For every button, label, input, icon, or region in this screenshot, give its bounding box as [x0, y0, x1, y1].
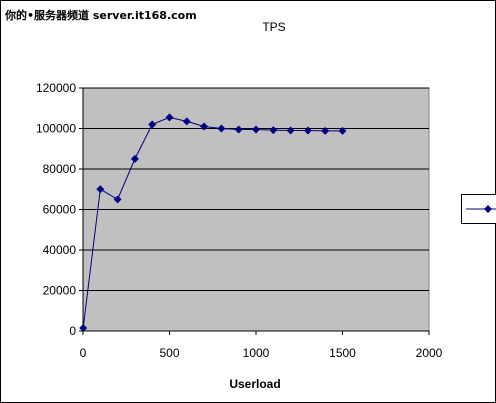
series-line [82, 116, 343, 329]
y-tick-label: 0 [69, 324, 76, 338]
x-tick-label: 2000 [416, 346, 443, 360]
chart-title: TPS [262, 20, 286, 34]
x-tick-label: 1500 [329, 346, 356, 360]
data-point [200, 122, 209, 131]
y-tick-label: 20000 [43, 284, 77, 298]
y-tick-label: 100000 [36, 122, 76, 136]
data-point [165, 113, 174, 122]
x-tick-labels: 0 500 1000 1500 2000 [80, 346, 443, 360]
watermark-text: 你的•服务器频道 server.it168.com [5, 9, 197, 22]
axes [79, 87, 430, 335]
y-tick-labels: 0 20000 40000 60000 80000 100000 120000 [36, 81, 76, 338]
data-point [234, 125, 243, 134]
y-tick-label: 120000 [36, 81, 76, 95]
legend-marker [484, 205, 492, 213]
data-point [182, 117, 191, 126]
legend-swatch [466, 205, 496, 213]
data-point [79, 323, 88, 332]
x-axis-label: Userload [229, 377, 280, 391]
data-point [252, 125, 260, 134]
y-tick-label: 60000 [43, 203, 77, 217]
data-point [113, 195, 122, 204]
legend [461, 194, 496, 224]
y-tick-label: 80000 [43, 162, 77, 176]
y-tick-label: 40000 [43, 243, 77, 257]
data-point [217, 124, 226, 133]
data-point [96, 185, 105, 194]
x-tick-label: 1000 [243, 346, 270, 360]
x-tick-label: 0 [80, 346, 87, 360]
gridlines [83, 87, 429, 291]
x-tick-label: 500 [159, 346, 179, 360]
data-point [130, 154, 139, 163]
data-point [148, 120, 157, 129]
